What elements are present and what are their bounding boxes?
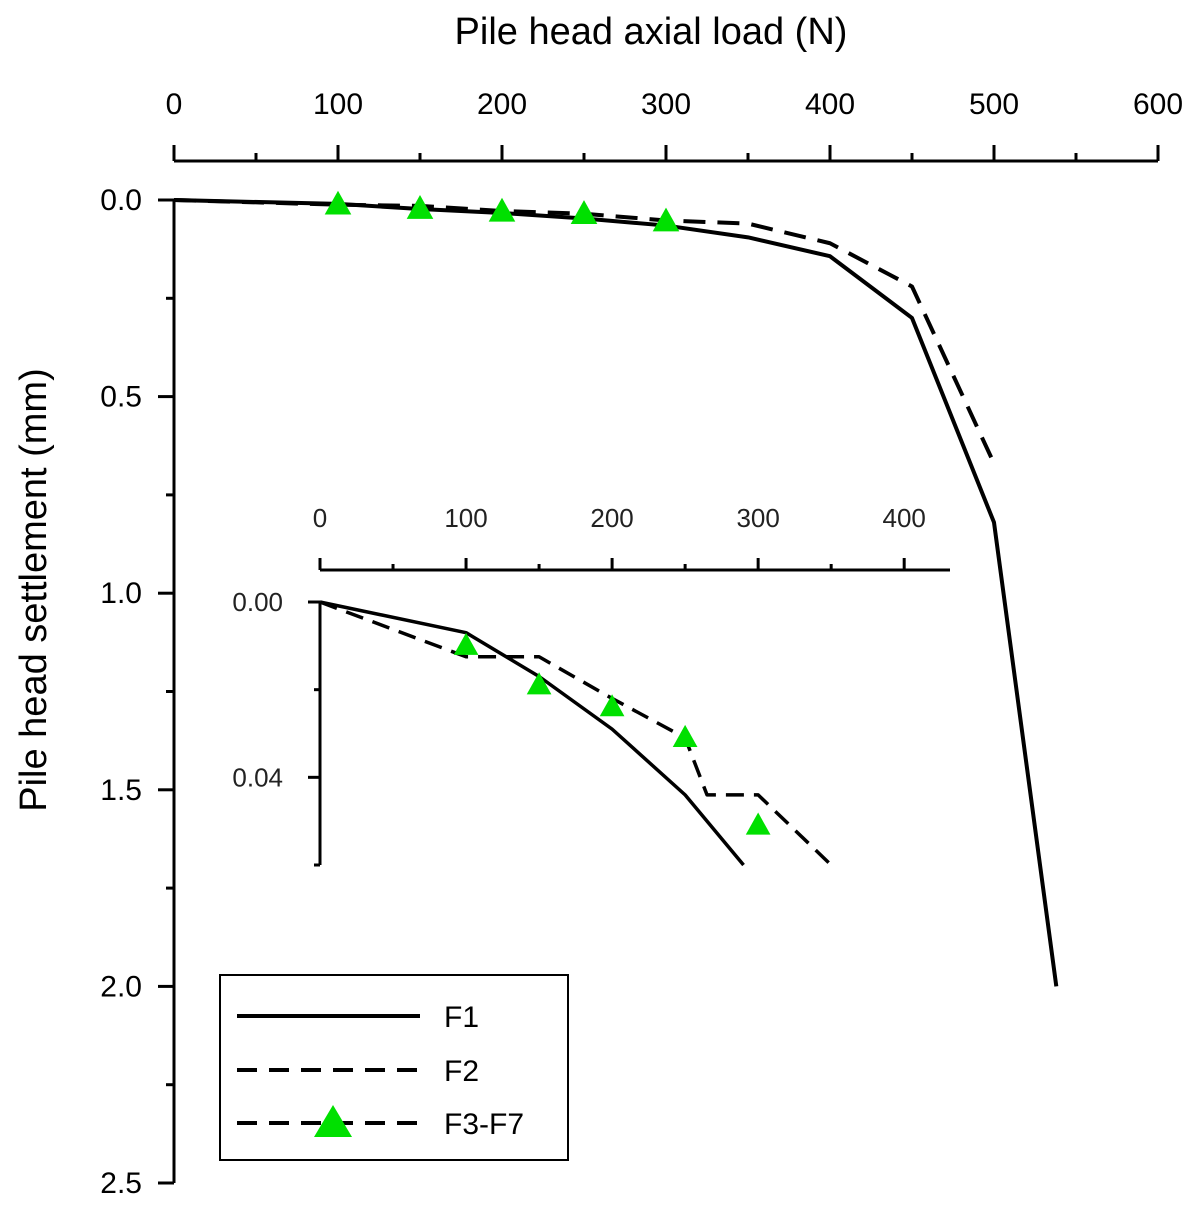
inset-series-f1-line bbox=[319, 600, 745, 867]
inset-series-f3-f7-line bbox=[466, 646, 758, 826]
series-f3-f7-marker bbox=[488, 197, 516, 222]
x-axis-title: Pile head axial load (N) bbox=[455, 11, 848, 53]
series-f2-line bbox=[173, 198, 996, 465]
x-tick-label: 100 bbox=[313, 88, 363, 121]
legend-label-f3-f7: F3-F7 bbox=[444, 1108, 524, 1141]
inset-series bbox=[319, 600, 833, 867]
inset-series-f3-f7-marker bbox=[745, 812, 771, 835]
inset-series-f3-f7-marker bbox=[599, 694, 625, 717]
x-tick-label: 600 bbox=[1133, 88, 1183, 121]
inset-x-tick-label: 100 bbox=[444, 503, 487, 533]
y-tick-label: 1.0 bbox=[100, 577, 142, 610]
inset-x-tick-label: 300 bbox=[736, 503, 779, 533]
series-f3-f7-marker bbox=[324, 190, 352, 215]
x-tick-label: 200 bbox=[477, 88, 527, 121]
series-f1-line bbox=[173, 198, 1059, 987]
inset-x-tick-label: 200 bbox=[590, 503, 633, 533]
series-f3-f7-marker bbox=[570, 200, 598, 224]
main-axes: 0 100 200 300 400 500 600 0.0 0.5 1.0 1.5 2.0 2.5 bbox=[100, 88, 1183, 1200]
y-tick-label: 2.5 bbox=[100, 1167, 142, 1200]
x-tick-label: 400 bbox=[805, 88, 855, 121]
y-tick-label: 0.0 bbox=[100, 184, 142, 217]
inset-series-f3-f7-marker bbox=[672, 724, 698, 747]
y-tick-label: 1.5 bbox=[100, 774, 142, 807]
series-f3-f7-marker bbox=[652, 207, 680, 232]
legend-label-f1: F1 bbox=[444, 1001, 479, 1034]
main-series bbox=[173, 190, 1059, 987]
inset-axes: 0 100 200 300 400 0.00 0.04 bbox=[232, 503, 950, 867]
legend: F1 F2 F3-F7 bbox=[219, 974, 569, 1161]
inset-series-f3-f7-marker bbox=[453, 632, 479, 655]
y-axis-title: Pile head settlement (mm) bbox=[13, 368, 55, 812]
x-tick-label: 500 bbox=[969, 88, 1019, 121]
y-tick-label: 0.5 bbox=[100, 381, 142, 414]
x-tick-label: 0 bbox=[166, 88, 183, 121]
inset-series-f2-line bbox=[319, 600, 833, 867]
legend-label-f2: F2 bbox=[444, 1055, 479, 1088]
inset-x-tick-label: 400 bbox=[882, 503, 925, 533]
legend-box bbox=[219, 974, 569, 1161]
inset-y-tick-label: 0.04 bbox=[232, 762, 283, 792]
x-tick-label: 300 bbox=[641, 88, 691, 121]
series-f3-f7-marker bbox=[406, 195, 434, 219]
inset-series-f3-f7-marker bbox=[526, 672, 552, 695]
inset-y-tick-label: 0.00 bbox=[232, 587, 283, 617]
y-tick-label: 2.0 bbox=[100, 970, 142, 1003]
inset-chart: 0 100 200 300 400 0.00 0.04 bbox=[232, 503, 950, 867]
inset-x-tick-label: 0 bbox=[313, 503, 327, 533]
legend-marker-f3-f7 bbox=[314, 1105, 352, 1137]
